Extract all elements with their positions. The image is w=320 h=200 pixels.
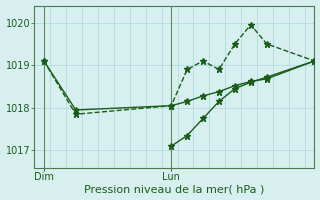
X-axis label: Pression niveau de la mer( hPa ): Pression niveau de la mer( hPa ) [84,184,265,194]
